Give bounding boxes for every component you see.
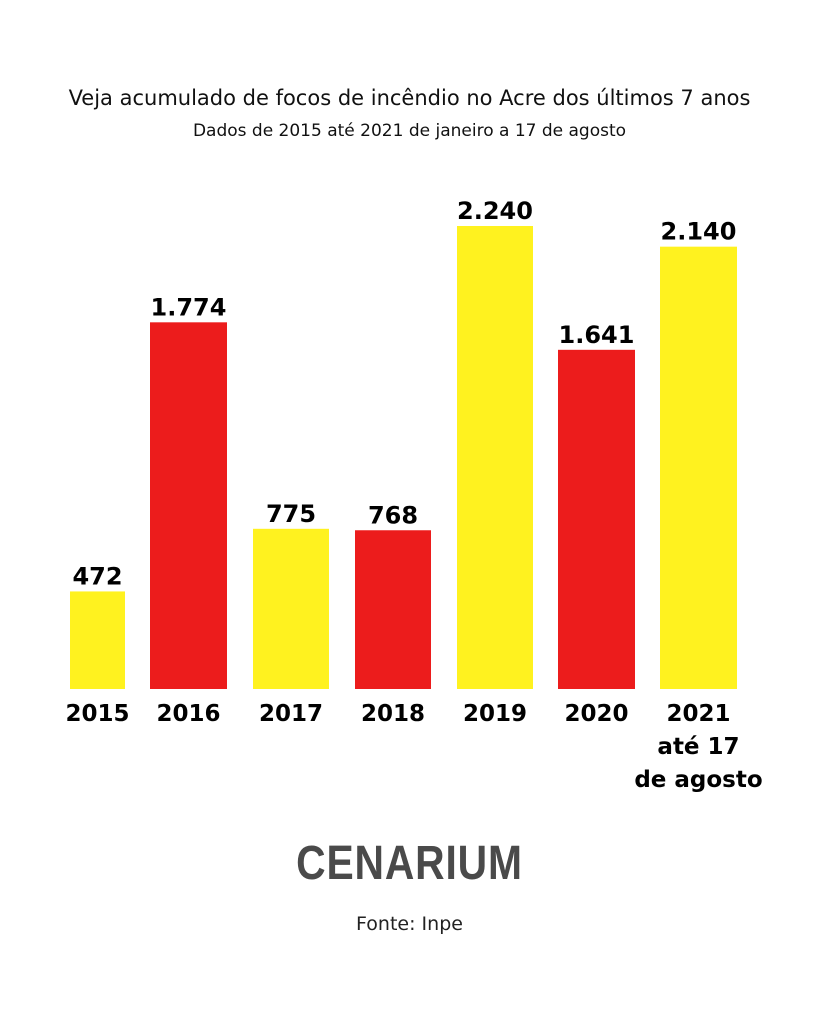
data-label: 768	[368, 501, 418, 529]
bar-3	[355, 530, 431, 689]
chart-subtitle: Dados de 2015 até 2021 de janeiro a 17 d…	[192, 121, 627, 141]
bar-6	[660, 246, 737, 689]
data-label: 775	[266, 500, 316, 528]
category-label: 2016	[156, 701, 220, 727]
cenarium-logo: CENARIUM	[296, 837, 523, 890]
bar-4	[457, 226, 533, 689]
data-label: 2.140	[661, 218, 737, 246]
category-label: 2020	[564, 701, 628, 727]
data-label: 1.641	[559, 321, 635, 349]
bar-5	[558, 349, 635, 689]
data-label: 1.774	[151, 293, 227, 321]
category-label: 2015	[65, 701, 129, 727]
category-label: 2018	[361, 701, 425, 727]
bar-chart: 472 2015 1.774 2016 775 2017 768 2018 2.240 2019 1…	[65, 197, 762, 793]
data-label: 472	[72, 562, 122, 590]
category-label: 2021	[666, 701, 730, 727]
chart-title: Veja acumulado de focos de incêndio no A…	[68, 86, 751, 110]
category-label: 2019	[463, 701, 527, 727]
bar-2	[253, 528, 329, 689]
category-label: até 17	[657, 734, 739, 760]
bar-0	[70, 591, 125, 689]
source-note: Fonte: Inpe	[356, 913, 463, 935]
category-label: 2017	[259, 701, 323, 727]
category-label: de agosto	[634, 767, 762, 793]
bar-1	[150, 322, 227, 689]
data-label: 2.240	[457, 197, 533, 225]
